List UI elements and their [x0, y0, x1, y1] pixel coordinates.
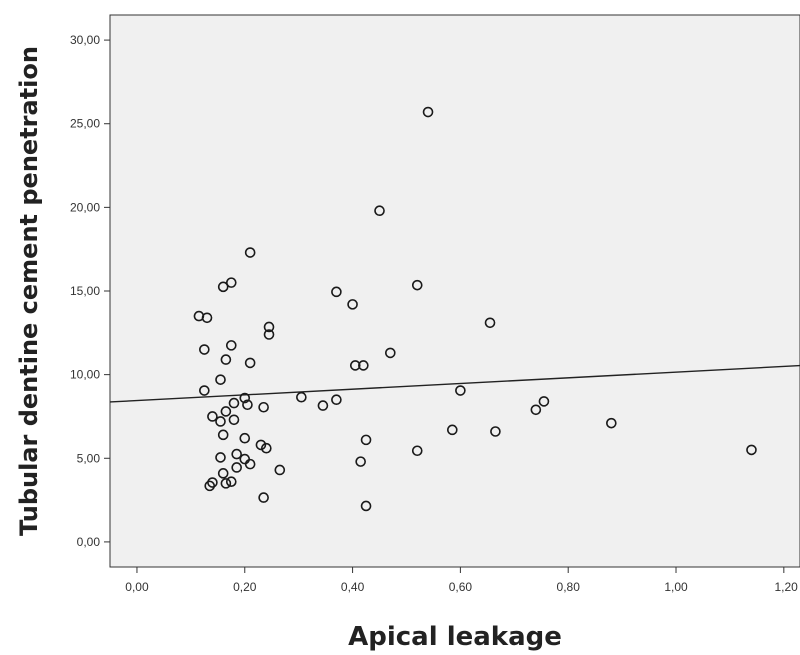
- data-point: [220, 354, 232, 365]
- data-point: [220, 478, 232, 489]
- data-point: [258, 401, 269, 413]
- data-point: [263, 321, 275, 333]
- data-point: [347, 299, 358, 310]
- data-point: [385, 347, 396, 359]
- y-tick-label: 10,00: [70, 368, 100, 382]
- data-point: [606, 417, 617, 429]
- x-axis: 0,00 0,20 0,40 0,60 0,80 1,00 1,20: [125, 567, 798, 594]
- data-point: [538, 396, 550, 407]
- data-point: [296, 391, 307, 403]
- data-point: [239, 392, 251, 404]
- data-point: [274, 464, 286, 476]
- x-tick-label: 0,80: [557, 580, 581, 594]
- data-point: [215, 374, 226, 385]
- data-point: [331, 286, 342, 298]
- y-tick-label: 20,00: [70, 200, 100, 214]
- data-point: [358, 360, 369, 371]
- data-point: [331, 394, 342, 406]
- data-point: [360, 500, 372, 512]
- x-tick-label: 0,40: [341, 580, 365, 594]
- data-point: [225, 476, 237, 487]
- data-point: [244, 458, 256, 470]
- data-point: [225, 277, 237, 288]
- data-point: [215, 416, 226, 427]
- y-tick-label: 0,00: [77, 535, 101, 549]
- x-tick-label: 1,00: [664, 580, 688, 594]
- x-tick-label: 0,20: [233, 580, 257, 594]
- x-tick-label: 0,60: [449, 580, 473, 594]
- data-point: [231, 462, 242, 473]
- data-point: [447, 424, 458, 436]
- data-points: [193, 106, 757, 512]
- data-point: [217, 468, 229, 479]
- data-point: [422, 106, 434, 118]
- x-tick-label: 0,00: [125, 580, 149, 594]
- data-point: [228, 397, 240, 409]
- data-point: [242, 399, 253, 411]
- data-point: [207, 477, 218, 488]
- data-point: [199, 344, 210, 355]
- data-point: [220, 406, 232, 417]
- y-axis-title: Tubular dentine cement penetration: [15, 46, 43, 536]
- data-point: [231, 448, 242, 460]
- data-point: [258, 492, 269, 503]
- data-point: [244, 357, 256, 369]
- data-point: [228, 414, 240, 426]
- data-point: [239, 432, 251, 444]
- data-point: [530, 404, 542, 416]
- fit-line: [109, 364, 800, 403]
- data-point: [215, 452, 226, 463]
- data-point: [255, 439, 267, 451]
- data-point: [360, 434, 372, 446]
- data-point: [204, 480, 216, 492]
- y-axis: 0,00 5,00 10,00 15,00 20,00 25,00 30,00: [70, 33, 110, 549]
- y-tick-label: 15,00: [70, 284, 100, 298]
- data-point: [261, 442, 272, 454]
- data-point: [244, 247, 256, 258]
- data-point: [217, 429, 229, 441]
- data-point: [201, 312, 213, 324]
- data-point: [355, 456, 366, 467]
- data-point: [207, 411, 218, 422]
- y-tick-label: 5,00: [77, 451, 101, 465]
- data-point: [411, 279, 423, 291]
- y-tick-label: 25,00: [70, 117, 100, 131]
- data-point: [374, 205, 385, 217]
- y-tick-label: 30,00: [70, 33, 100, 47]
- data-point: [199, 385, 210, 396]
- x-tick-label: 1,20: [774, 580, 798, 594]
- data-point: [317, 400, 329, 411]
- data-point: [225, 340, 237, 351]
- data-point: [455, 385, 466, 396]
- data-point: [484, 317, 496, 329]
- data-point: [411, 445, 423, 457]
- data-point: [263, 329, 275, 340]
- x-axis-title: Apical leakage: [348, 622, 562, 652]
- data-point: [746, 444, 757, 456]
- data-point: [490, 426, 501, 437]
- data-point: [217, 281, 229, 293]
- data-point: [349, 360, 361, 371]
